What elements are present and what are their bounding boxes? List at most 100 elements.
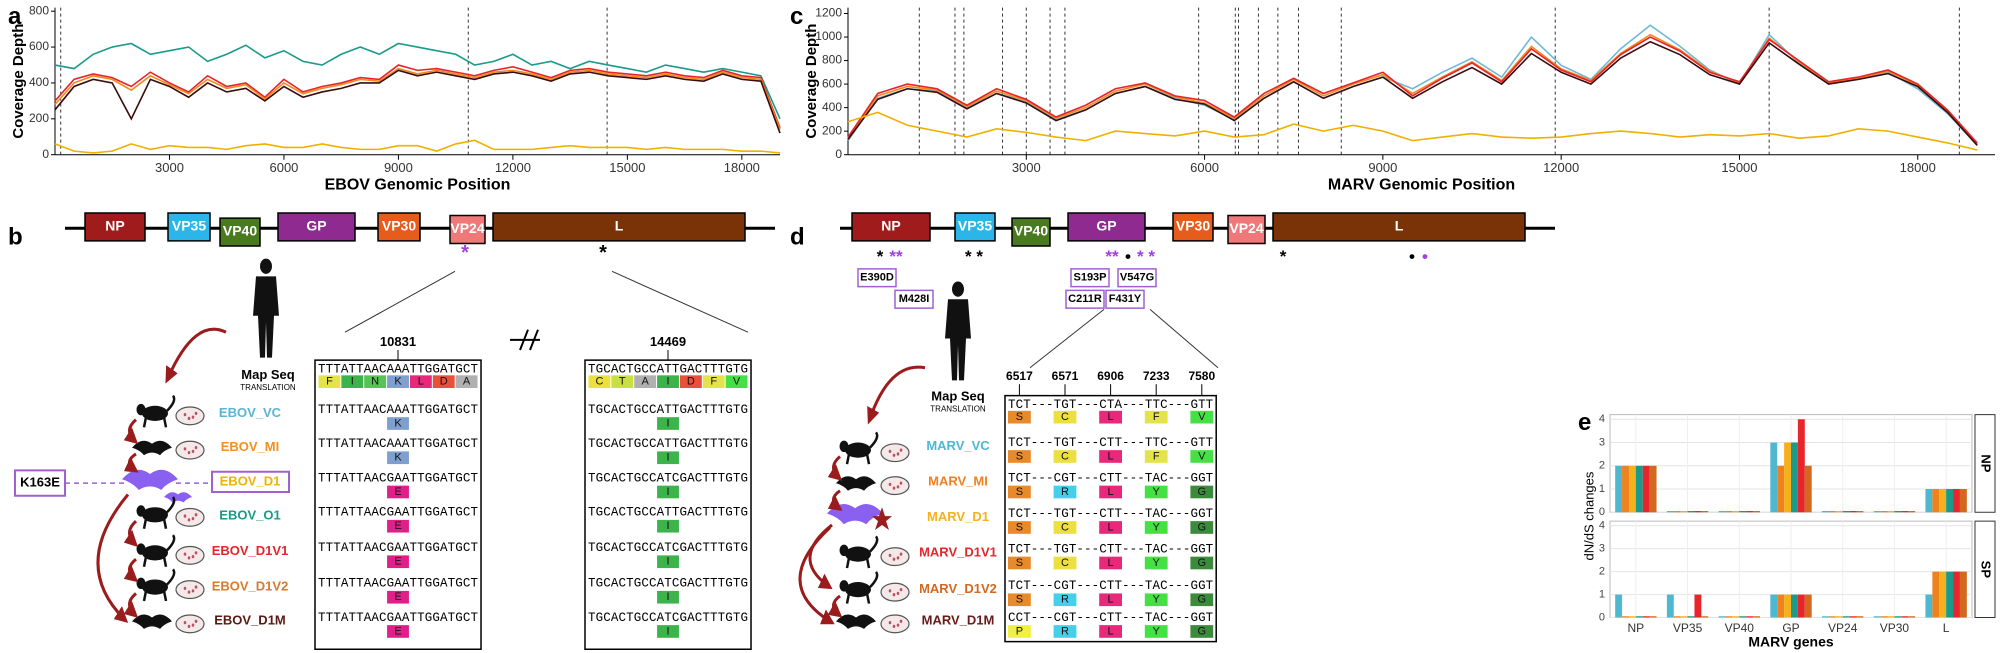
gene-box xyxy=(220,218,260,246)
translation-label: TRANSLATION xyxy=(240,383,296,392)
bar xyxy=(1835,616,1843,618)
dish-dot xyxy=(892,486,896,490)
gene-box xyxy=(85,213,145,241)
dish-dot xyxy=(187,624,191,629)
dish-dot xyxy=(896,623,900,627)
aa-label: C xyxy=(1061,557,1069,569)
aa-label: V xyxy=(1198,450,1206,462)
sequence: TGCACTGCCATTGACTTTGTG xyxy=(588,403,748,417)
arrow xyxy=(122,559,139,583)
bar xyxy=(1622,465,1629,513)
monkey-icon xyxy=(136,505,146,517)
dish-icon xyxy=(881,615,909,633)
aa-label: G xyxy=(1198,521,1207,533)
sequence: TCT---TGT---CTT---TAC---GGT xyxy=(1008,542,1214,556)
aa-label: Y xyxy=(1153,521,1161,533)
monkey-icon xyxy=(142,507,168,523)
gene-box xyxy=(955,213,995,241)
gene-box xyxy=(1228,216,1265,244)
aa-box xyxy=(1099,625,1122,638)
bar xyxy=(1887,511,1895,513)
bar xyxy=(1842,616,1850,618)
bar xyxy=(1791,594,1798,618)
aa-box xyxy=(1190,521,1214,534)
gene-box xyxy=(278,213,355,241)
gene-label: VP40 xyxy=(1014,223,1048,239)
y-tick-label: 2 xyxy=(1599,566,1605,578)
sample-name: MARV_MI xyxy=(928,473,988,488)
y-axis-label: Coverage Depth xyxy=(10,24,27,139)
position-label: 14469 xyxy=(650,334,686,349)
monkey-icon xyxy=(847,572,877,604)
position-label: 7580 xyxy=(1188,369,1215,383)
y-tick-label: 800 xyxy=(29,3,49,17)
aa-box xyxy=(657,590,679,604)
sequence: TTTATTAACAAATTGGATGCT xyxy=(318,437,478,451)
aa-label: S xyxy=(1016,486,1023,498)
gene-box xyxy=(1173,213,1213,241)
annotation: K163E xyxy=(20,475,60,490)
aa-label: E xyxy=(394,556,401,568)
gene-label: L xyxy=(615,218,624,234)
bar xyxy=(1784,442,1791,513)
aa-label: D xyxy=(687,376,695,388)
position-label: 7233 xyxy=(1143,369,1170,383)
aa-label: L xyxy=(1108,486,1114,498)
sequence: TTTATTAACGAATTGGATGCT xyxy=(318,506,478,520)
gene-label: VP24 xyxy=(1229,220,1263,236)
dish-dot xyxy=(194,445,198,450)
coverage-line xyxy=(55,43,780,118)
aa-box xyxy=(1053,485,1077,499)
gene-label: VP24 xyxy=(450,220,484,236)
arrow xyxy=(98,495,128,624)
bar xyxy=(1953,489,1960,513)
aa-label: I xyxy=(666,520,669,532)
aa-box xyxy=(657,451,679,465)
x-tick-label: 12000 xyxy=(495,160,531,175)
monkey-icon xyxy=(144,497,174,529)
x-axis-label: MARV genes xyxy=(1748,634,1834,650)
human-icon xyxy=(952,281,964,297)
aa-label: E xyxy=(394,591,401,603)
bar xyxy=(1939,571,1947,618)
bar xyxy=(1642,616,1650,618)
bar xyxy=(1849,616,1857,618)
sample-name: EBOV_D1 xyxy=(220,473,281,488)
bar xyxy=(1732,616,1740,618)
aa-box xyxy=(657,417,679,430)
aa-box xyxy=(387,417,409,430)
dish-dot xyxy=(896,452,900,456)
aa-label: L xyxy=(1108,557,1114,569)
aa-label: Y xyxy=(1153,594,1161,606)
y-tick-label: 200 xyxy=(822,123,842,137)
aa-label: E xyxy=(394,625,401,637)
aa-box xyxy=(387,451,409,465)
bar xyxy=(1739,511,1747,513)
aa-box xyxy=(455,375,478,389)
aa-box xyxy=(1144,410,1168,424)
bar xyxy=(1666,511,1674,513)
bar xyxy=(1687,511,1695,513)
aa-label: I xyxy=(666,486,669,498)
sequence: TGCACTGCCATTGACTTTGTG xyxy=(588,362,748,376)
sequence: TTTATTAACAAATTGGATGCT xyxy=(318,403,478,417)
dish-dot xyxy=(191,623,195,627)
connector xyxy=(612,271,748,332)
dish-dot xyxy=(183,514,187,518)
aa-box xyxy=(409,375,432,389)
bar xyxy=(1880,616,1888,618)
dish-dot xyxy=(888,482,892,487)
sequence: TCT---CGT---CTT---TAC---GGT xyxy=(1008,579,1214,593)
dish-dot xyxy=(194,619,198,623)
sequence: CCT---CGT---CTT---TAC---GGT xyxy=(1008,611,1214,625)
mutation-label: C211R xyxy=(1068,293,1102,305)
dish-dot xyxy=(888,449,892,454)
aa-box xyxy=(387,375,409,389)
bar xyxy=(1791,442,1798,513)
coverage-line xyxy=(55,140,780,153)
mutation-marker: • xyxy=(1125,247,1131,266)
dish-dot xyxy=(899,481,903,485)
bar xyxy=(1822,616,1829,618)
